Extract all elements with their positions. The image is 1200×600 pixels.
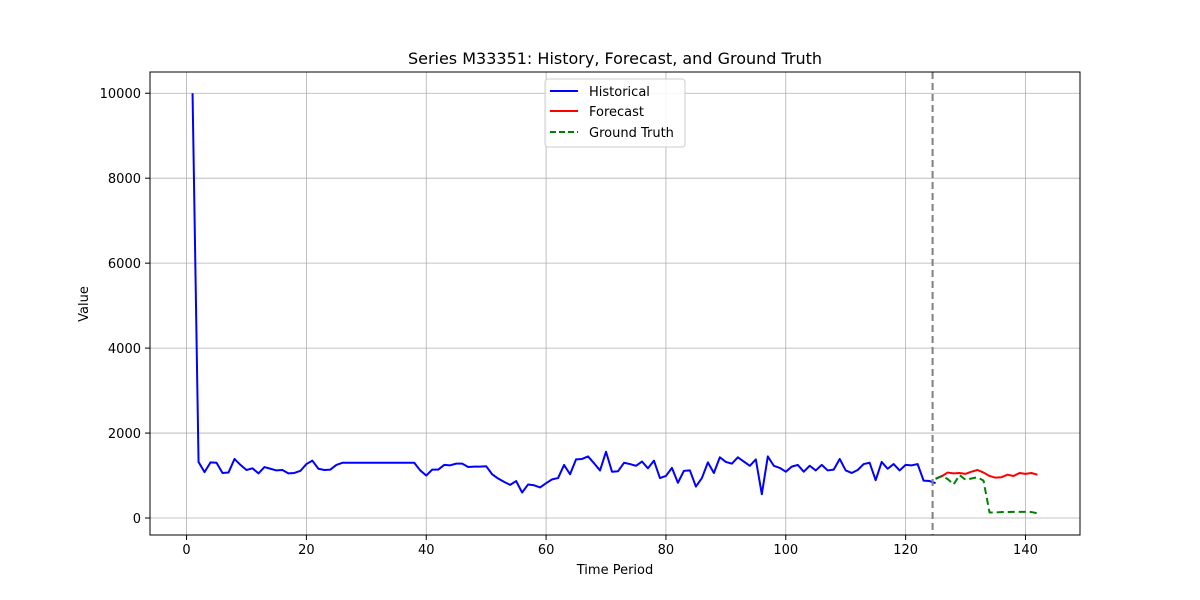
x-axis-label: Time Period xyxy=(576,563,653,578)
y-tick-label: 6000 xyxy=(108,257,141,272)
y-tick-label: 4000 xyxy=(108,342,141,357)
series-line-historical xyxy=(191,93,936,496)
legend: Historical Forecast Ground Truth xyxy=(544,78,686,148)
legend-label-forecast: Forecast xyxy=(589,105,644,120)
y-axis-label: Value xyxy=(77,286,92,322)
x-tick-label: 40 xyxy=(418,543,435,558)
legend-label-historical: Historical xyxy=(589,85,650,100)
legend-label-ground-truth: Ground Truth xyxy=(589,126,674,141)
legend-box xyxy=(544,78,686,148)
plot-area xyxy=(149,71,1081,536)
x-tick-label: 140 xyxy=(1013,543,1038,558)
y-tick-label: 2000 xyxy=(108,427,141,442)
x-tick-label: 20 xyxy=(298,543,315,558)
series-group xyxy=(191,93,1038,515)
x-tick-label: 60 xyxy=(538,543,555,558)
y-tick-label: 0 xyxy=(133,512,141,527)
y-tick-label: 10000 xyxy=(100,87,141,102)
x-tick-label: 100 xyxy=(773,543,798,558)
x-tick-label: 80 xyxy=(658,543,675,558)
y-tick-label: 8000 xyxy=(108,172,141,187)
series-line-forecast xyxy=(935,469,1038,480)
axis-ticks: 0 20 40 60 80 100 120 140 0 2000 4000 6000 8000 10000 xyxy=(100,87,1038,558)
x-tick-label: 0 xyxy=(182,543,190,558)
series-line-ground-truth xyxy=(935,474,1038,515)
chart-title: Series M33351: History, Forecast, and Gr… xyxy=(408,49,822,68)
x-tick-label: 120 xyxy=(893,543,918,558)
